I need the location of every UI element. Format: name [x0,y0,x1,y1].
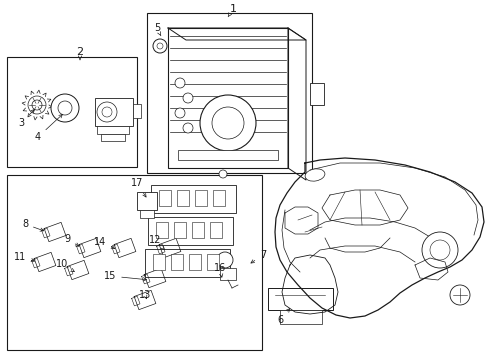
Bar [174,222,185,238]
Ellipse shape [305,169,324,181]
Text: 14: 14 [94,237,115,249]
Circle shape [58,101,72,115]
Bar [137,192,157,210]
Circle shape [175,78,184,88]
Bar [280,310,321,324]
Bar [145,249,229,277]
Bar [220,268,236,280]
Circle shape [429,240,449,260]
Text: 10: 10 [56,259,74,271]
Bar [133,104,141,118]
Circle shape [219,170,226,178]
Bar [147,13,311,173]
Circle shape [102,107,112,117]
Bar [7,57,137,167]
Bar [213,190,224,206]
Text: 11: 11 [14,252,35,262]
Bar [189,254,201,270]
Text: 1: 1 [228,4,236,17]
Text: 8: 8 [22,219,43,231]
Text: 16: 16 [213,263,225,277]
Circle shape [183,93,193,103]
Bar [153,254,164,270]
Bar [178,150,278,160]
Text: 12: 12 [148,235,164,250]
Circle shape [175,108,184,118]
Circle shape [97,102,117,122]
Bar [177,190,189,206]
Bar [95,98,133,126]
Bar [148,217,232,245]
Circle shape [153,39,167,53]
Text: 9: 9 [64,234,79,246]
Bar [151,185,236,213]
Bar [159,190,171,206]
Bar [140,210,154,218]
Text: 7: 7 [250,250,265,263]
Circle shape [421,232,457,268]
Text: 15: 15 [103,271,146,281]
Text: 17: 17 [131,178,146,197]
Text: 6: 6 [276,309,289,325]
Bar [171,254,183,270]
Text: 13: 13 [139,290,151,300]
Circle shape [32,100,42,110]
Text: 5: 5 [154,23,161,36]
Text: 4: 4 [35,114,62,142]
Text: 2: 2 [76,47,83,60]
Circle shape [157,43,163,49]
Circle shape [28,96,46,114]
Bar [101,134,125,141]
Bar [195,190,206,206]
Text: 3: 3 [18,109,35,128]
Bar [168,28,287,168]
Bar [192,222,203,238]
Circle shape [183,123,193,133]
Circle shape [217,252,232,268]
Circle shape [449,285,469,305]
Circle shape [51,94,79,122]
Bar [209,222,222,238]
Circle shape [212,107,244,139]
Bar [97,126,129,134]
Bar [309,83,324,105]
Bar [267,288,332,310]
Circle shape [200,95,256,151]
Bar [206,254,219,270]
Bar [156,222,168,238]
Bar [7,175,262,350]
